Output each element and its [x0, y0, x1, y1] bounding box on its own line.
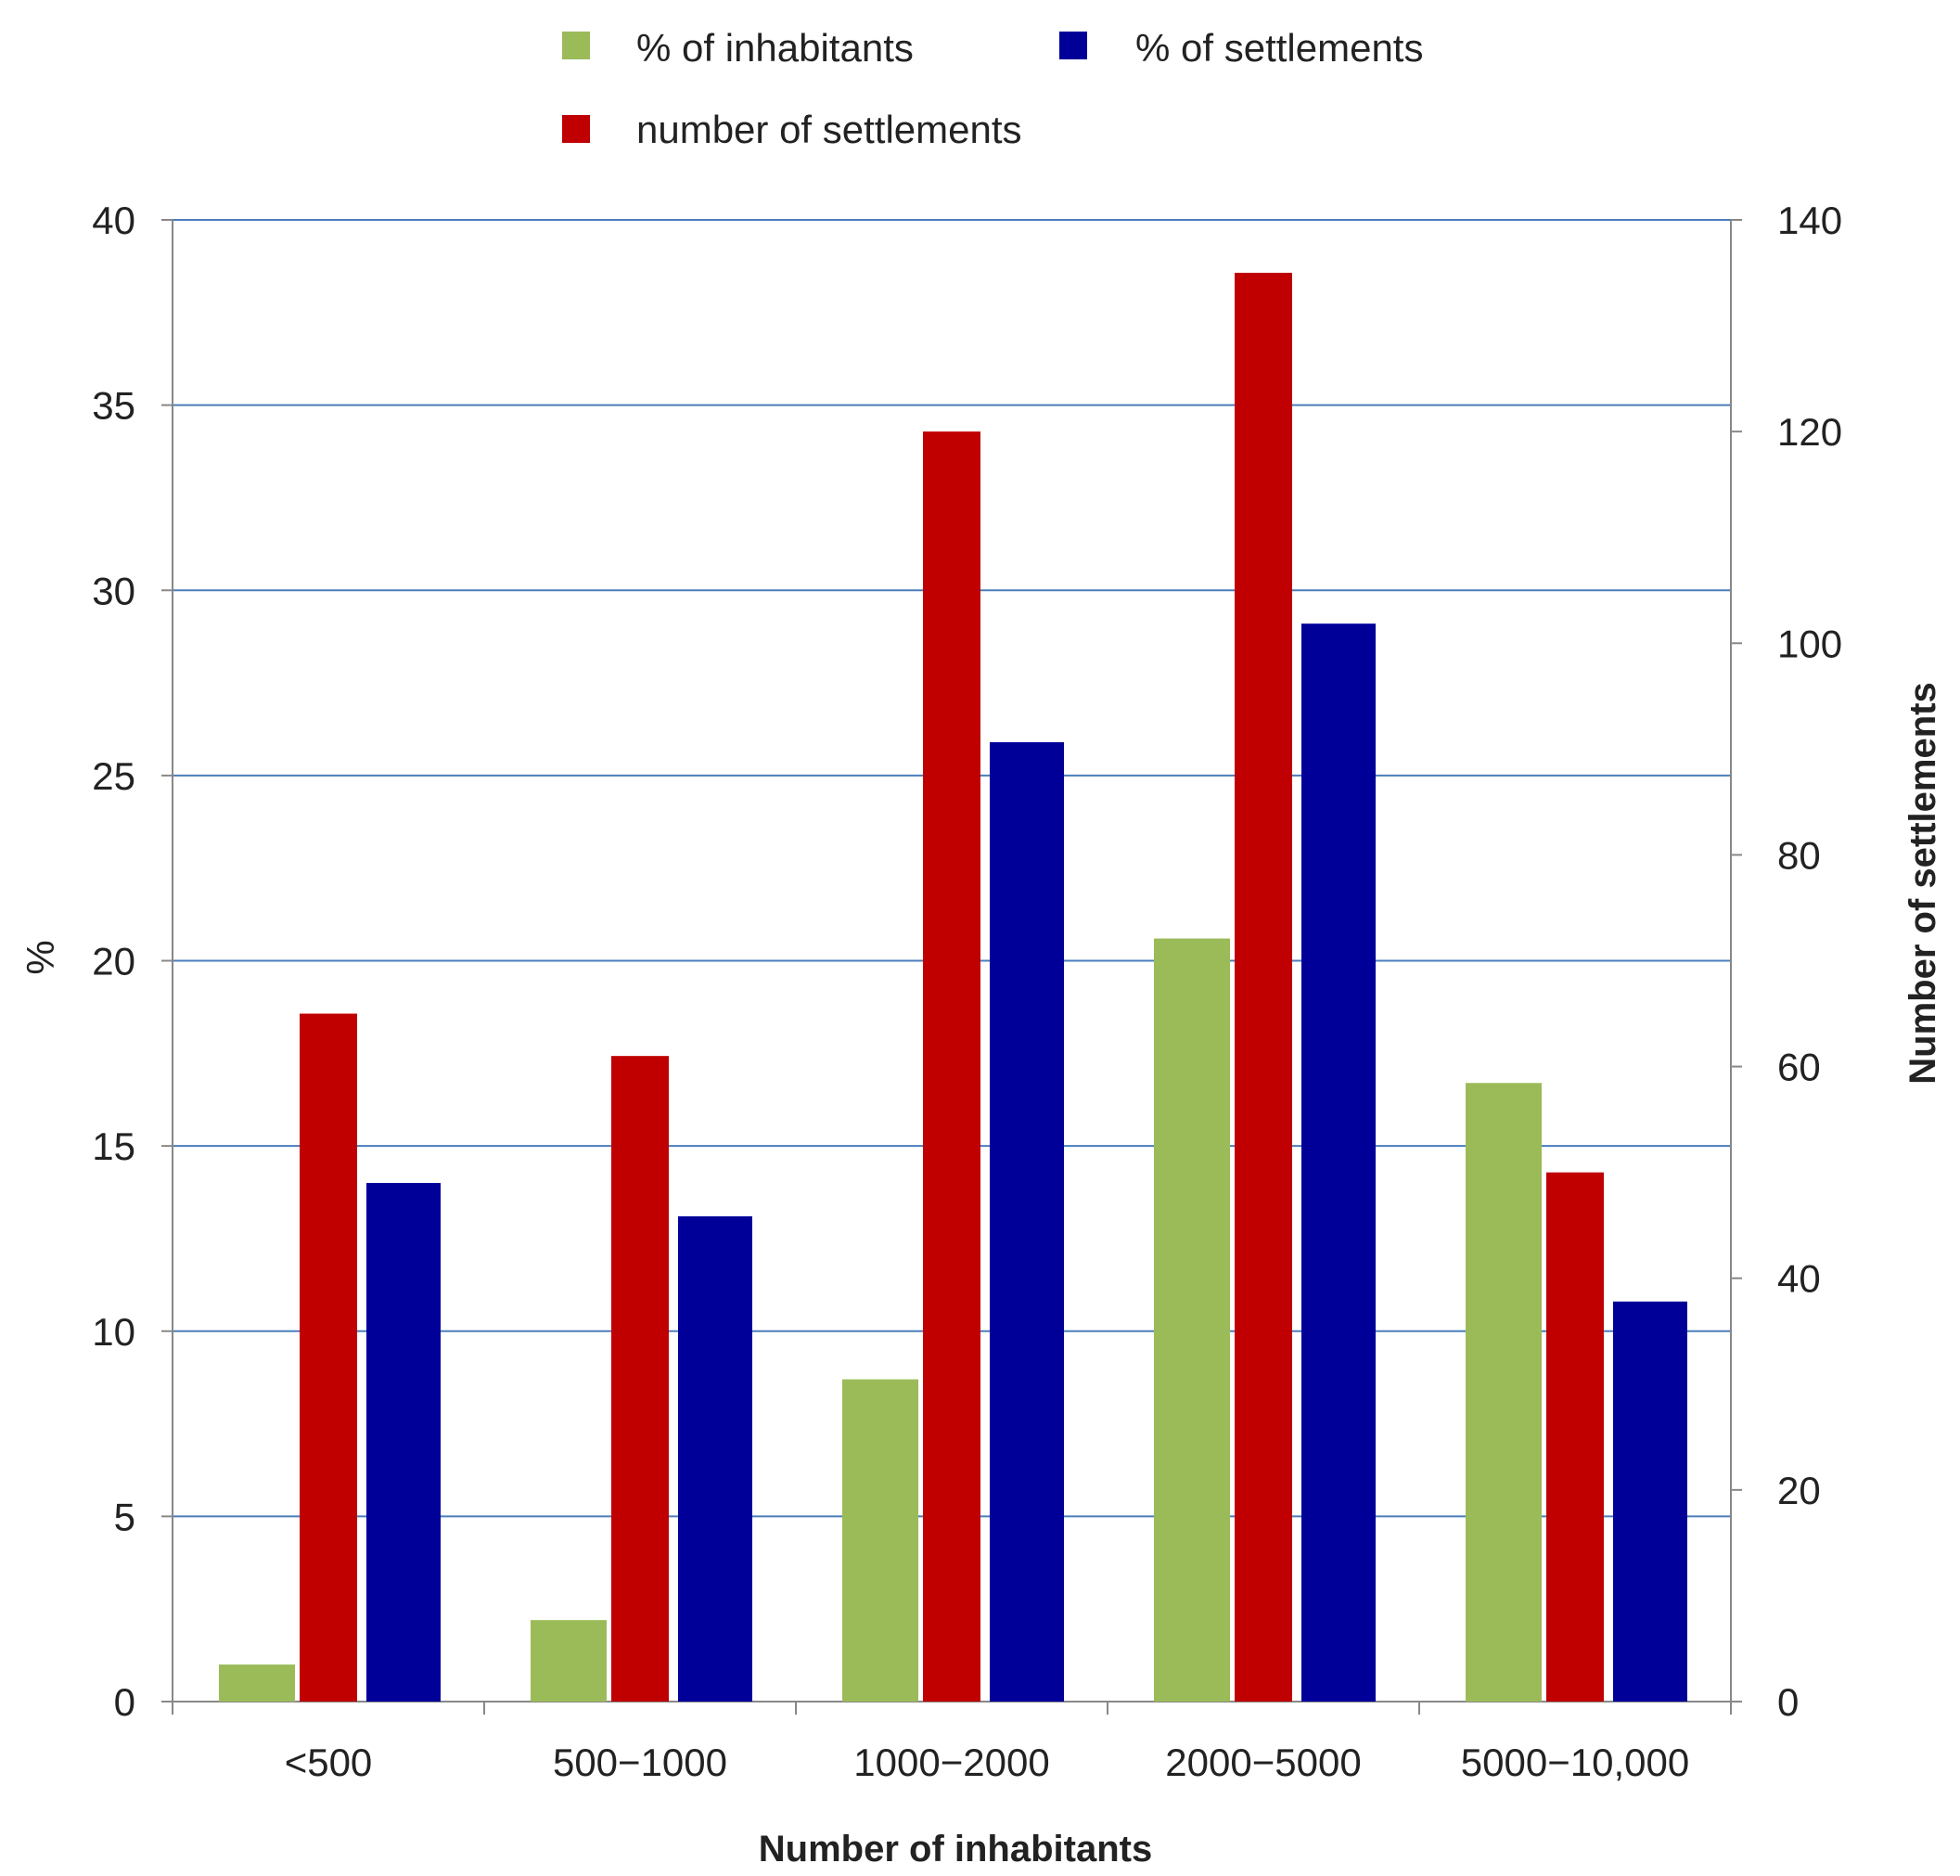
right-tick-label: 80	[1777, 833, 1821, 877]
legend: % of inhabitants % of settlements number…	[562, 26, 1423, 151]
left-tick-label: 5	[114, 1495, 135, 1538]
bar-pct-inhabitants	[842, 1379, 918, 1702]
right-tick-label: 0	[1777, 1680, 1799, 1724]
bar-number-settlements	[923, 431, 980, 1703]
right-axis-ticks: 0 20 40 60 80 100 120 140	[1731, 199, 1842, 1724]
bar-pct-inhabitants	[531, 1620, 607, 1702]
bar-number-settlements	[1546, 1172, 1604, 1702]
bar-pct-settlements	[990, 741, 1064, 1702]
legend-label-inhabitants: % of inhabitants	[636, 26, 914, 70]
x-axis-title: Number of inhabitants	[759, 1829, 1152, 1870]
legend-label-number-settlements: number of settlements	[636, 108, 1022, 151]
left-tick-label: 15	[92, 1124, 135, 1168]
legend-swatch-pct-settlements	[1059, 32, 1087, 59]
x-tick-label: 2000−5000	[1165, 1741, 1361, 1784]
left-tick-label: 25	[92, 754, 135, 798]
x-tick-label: <500	[285, 1741, 373, 1784]
legend-item-number-settlements: number of settlements	[562, 108, 1022, 151]
legend-swatch-number-settlements	[562, 115, 590, 143]
left-tick-label: 35	[92, 384, 135, 428]
left-tick-label: 0	[114, 1680, 135, 1724]
bar-number-settlements	[300, 1013, 357, 1702]
bar-number-settlements	[1235, 273, 1292, 1703]
legend-item-inhabitants: % of inhabitants	[562, 26, 914, 70]
left-tick-label: 30	[92, 569, 135, 612]
legend-item-pct-settlements: % of settlements	[1059, 26, 1423, 70]
left-tick-label: 20	[92, 940, 135, 983]
bar-pct-settlements	[1301, 623, 1376, 1702]
x-tick-label: 500−1000	[553, 1741, 727, 1784]
x-tick-label: 1000−2000	[853, 1741, 1049, 1784]
bars	[219, 273, 1687, 1703]
right-tick-label: 40	[1777, 1257, 1821, 1301]
right-tick-label: 100	[1777, 622, 1842, 665]
left-tick-label: 40	[92, 199, 135, 242]
left-axis-title: %	[19, 940, 62, 974]
right-tick-label: 60	[1777, 1046, 1821, 1089]
bar-pct-inhabitants	[219, 1664, 295, 1702]
right-tick-label: 140	[1777, 199, 1842, 242]
right-tick-label: 120	[1777, 410, 1842, 454]
x-tick-label: 5000−10,000	[1461, 1741, 1689, 1784]
bar-pct-settlements	[1613, 1301, 1687, 1702]
bar-number-settlements	[611, 1056, 669, 1702]
bar-pct-inhabitants	[1154, 938, 1230, 1702]
bar-pct-inhabitants	[1466, 1083, 1542, 1702]
left-axis-ticks: 0 5 10 15 20 25 30 35 40	[92, 199, 173, 1724]
bar-pct-settlements	[366, 1183, 441, 1702]
legend-swatch-inhabitants	[562, 32, 590, 59]
right-axis-title: Number of settlements	[1902, 682, 1943, 1084]
left-tick-label: 10	[92, 1310, 135, 1354]
right-tick-label: 20	[1777, 1469, 1821, 1512]
bar-pct-settlements	[678, 1215, 752, 1702]
x-axis-ticks: <500 500−1000 1000−2000 2000−5000 5000−10,00…	[172, 1702, 1732, 1784]
legend-label-pct-settlements: % of settlements	[1135, 26, 1423, 70]
